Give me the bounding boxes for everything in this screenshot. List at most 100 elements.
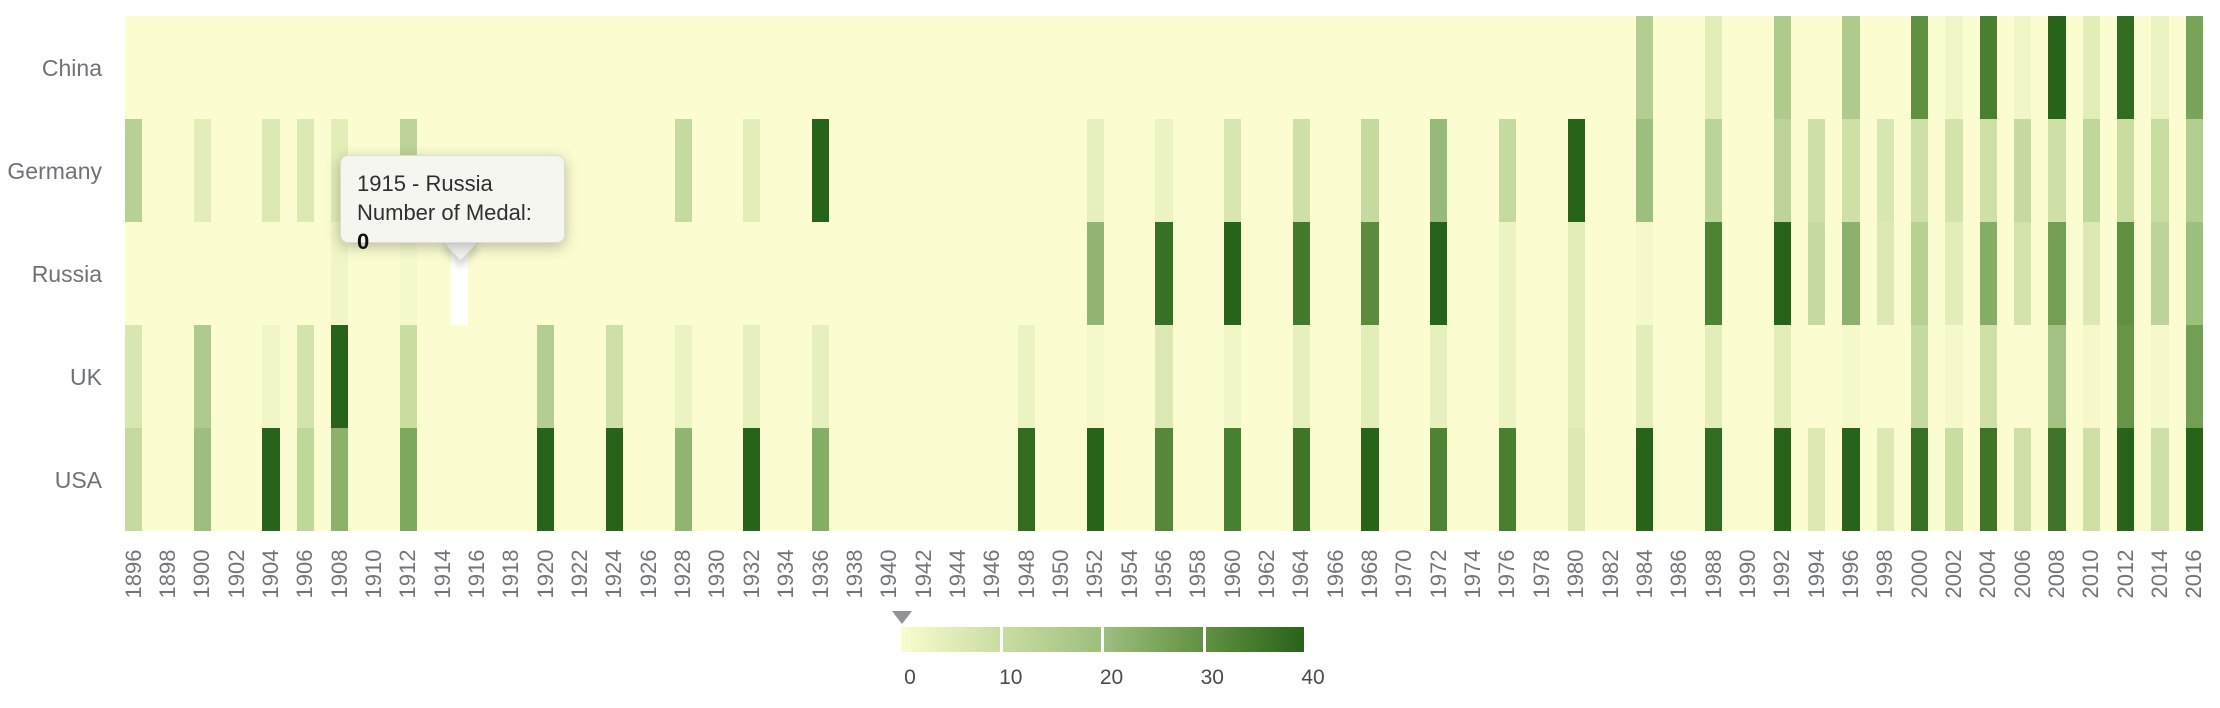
heatmap-cell[interactable] xyxy=(1430,428,1448,531)
heatmap-cell[interactable] xyxy=(1945,222,1963,325)
heatmap-cell[interactable] xyxy=(2151,428,2169,531)
heatmap-cell[interactable] xyxy=(399,325,417,428)
heatmap-cell[interactable] xyxy=(2185,222,2203,325)
visual-map-segment-20-30[interactable] xyxy=(1104,627,1203,652)
heatmap-cell[interactable] xyxy=(1155,428,1173,531)
heatmap-cell[interactable] xyxy=(2185,119,2203,222)
heatmap-cell[interactable] xyxy=(2082,325,2100,428)
heatmap-cell[interactable] xyxy=(1086,119,1104,222)
heatmap-cell[interactable] xyxy=(1361,325,1379,428)
heatmap-cell[interactable] xyxy=(125,119,143,222)
heatmap-cell[interactable] xyxy=(811,325,830,428)
heatmap-cell[interactable] xyxy=(296,325,314,428)
heatmap-cell[interactable] xyxy=(2014,222,2032,325)
heatmap-cell[interactable] xyxy=(1842,16,1860,119)
heatmap-cell[interactable] xyxy=(2117,16,2135,119)
heatmap-cell[interactable] xyxy=(1636,325,1654,428)
heatmap-cell[interactable] xyxy=(2048,119,2066,222)
heatmap-cell[interactable] xyxy=(1945,428,1963,531)
heatmap-cell[interactable] xyxy=(1704,325,1723,428)
heatmap-cell[interactable] xyxy=(1842,325,1860,428)
heatmap-cell[interactable] xyxy=(193,119,211,222)
heatmap-cell[interactable] xyxy=(605,325,624,428)
heatmap-cell[interactable] xyxy=(537,325,555,428)
heatmap-cell[interactable] xyxy=(193,428,211,531)
heatmap-cell[interactable] xyxy=(811,119,830,222)
heatmap-cell[interactable] xyxy=(1498,325,1517,428)
heatmap-cell[interactable] xyxy=(1498,119,1517,222)
heatmap-cell[interactable] xyxy=(1430,325,1448,428)
heatmap-cell[interactable] xyxy=(1636,428,1654,531)
heatmap-cell[interactable] xyxy=(1292,325,1310,428)
heatmap-cell[interactable] xyxy=(1018,325,1036,428)
heatmap-cell[interactable] xyxy=(1361,428,1379,531)
heatmap-cell[interactable] xyxy=(743,325,761,428)
heatmap-cell[interactable] xyxy=(331,428,349,531)
heatmap-cell[interactable] xyxy=(1808,119,1826,222)
heatmap-cell[interactable] xyxy=(1945,325,1963,428)
heatmap-cell[interactable] xyxy=(1224,222,1242,325)
heatmap-cell[interactable] xyxy=(1567,325,1585,428)
heatmap-cell[interactable] xyxy=(1911,16,1929,119)
heatmap-cell[interactable] xyxy=(1842,222,1860,325)
heatmap-cell[interactable] xyxy=(1911,222,1929,325)
heatmap-cell[interactable] xyxy=(193,325,211,428)
heatmap-cell[interactable] xyxy=(1945,16,1963,119)
heatmap-cell[interactable] xyxy=(1155,222,1173,325)
heatmap-cell[interactable] xyxy=(605,428,624,531)
heatmap-cell[interactable] xyxy=(1636,222,1654,325)
heatmap-cell[interactable] xyxy=(1704,16,1723,119)
heatmap-cell[interactable] xyxy=(1979,16,1997,119)
heatmap-cell[interactable] xyxy=(1876,222,1894,325)
heatmap-cell[interactable] xyxy=(1292,222,1310,325)
visual-map-segment-30-40[interactable] xyxy=(1205,627,1304,652)
heatmap-cell[interactable] xyxy=(1979,428,1997,531)
heatmap-cell[interactable] xyxy=(1842,119,1860,222)
heatmap-cell[interactable] xyxy=(1979,119,1997,222)
heatmap-cell[interactable] xyxy=(743,119,761,222)
heatmap-cell[interactable] xyxy=(1430,119,1448,222)
heatmap-cell[interactable] xyxy=(1876,428,1894,531)
heatmap-cell[interactable] xyxy=(1224,428,1242,531)
heatmap-cell[interactable] xyxy=(1567,222,1585,325)
heatmap-cell[interactable] xyxy=(1361,119,1379,222)
heatmap-cell[interactable] xyxy=(1567,428,1585,531)
heatmap-cell[interactable] xyxy=(2082,119,2100,222)
heatmap-cell[interactable] xyxy=(1876,119,1894,222)
heatmap-cell[interactable] xyxy=(1773,16,1791,119)
heatmap-cell[interactable] xyxy=(1842,428,1860,531)
visual-map-segment-10-20[interactable] xyxy=(1002,627,1101,652)
heatmap-cell[interactable] xyxy=(2014,119,2032,222)
heatmap-cell[interactable] xyxy=(1361,222,1379,325)
heatmap-cell[interactable] xyxy=(674,119,692,222)
heatmap-cell[interactable] xyxy=(1773,325,1791,428)
heatmap-cell[interactable] xyxy=(2117,325,2135,428)
heatmap-cell[interactable] xyxy=(2151,119,2169,222)
heatmap-cell[interactable] xyxy=(1292,428,1310,531)
heatmap-cell[interactable] xyxy=(2117,222,2135,325)
heatmap-cell[interactable] xyxy=(1636,119,1654,222)
heatmap-cell[interactable] xyxy=(262,428,280,531)
heatmap-cell[interactable] xyxy=(331,325,349,428)
heatmap-cell[interactable] xyxy=(1945,119,1963,222)
heatmap-cell[interactable] xyxy=(2048,325,2066,428)
heatmap-cell[interactable] xyxy=(1911,325,1929,428)
heatmap-cell[interactable] xyxy=(1704,428,1723,531)
heatmap-cell[interactable] xyxy=(2014,428,2032,531)
heatmap-cell[interactable] xyxy=(399,428,417,531)
heatmap-cell[interactable] xyxy=(262,325,280,428)
heatmap-cell[interactable] xyxy=(1704,222,1723,325)
heatmap-cell[interactable] xyxy=(2185,428,2203,531)
heatmap-cell[interactable] xyxy=(1773,222,1791,325)
heatmap-cell[interactable] xyxy=(1808,428,1826,531)
heatmap-cell[interactable] xyxy=(296,428,314,531)
heatmap-cell[interactable] xyxy=(125,428,143,531)
heatmap-cell[interactable] xyxy=(1773,428,1791,531)
heatmap-cell[interactable] xyxy=(2151,16,2169,119)
heatmap-cell[interactable] xyxy=(2151,222,2169,325)
heatmap-cell[interactable] xyxy=(296,119,314,222)
heatmap-cell[interactable] xyxy=(1155,119,1173,222)
heatmap-cell[interactable] xyxy=(1224,119,1242,222)
heatmap-cell[interactable] xyxy=(1911,119,1929,222)
heatmap-cell[interactable] xyxy=(2014,16,2032,119)
